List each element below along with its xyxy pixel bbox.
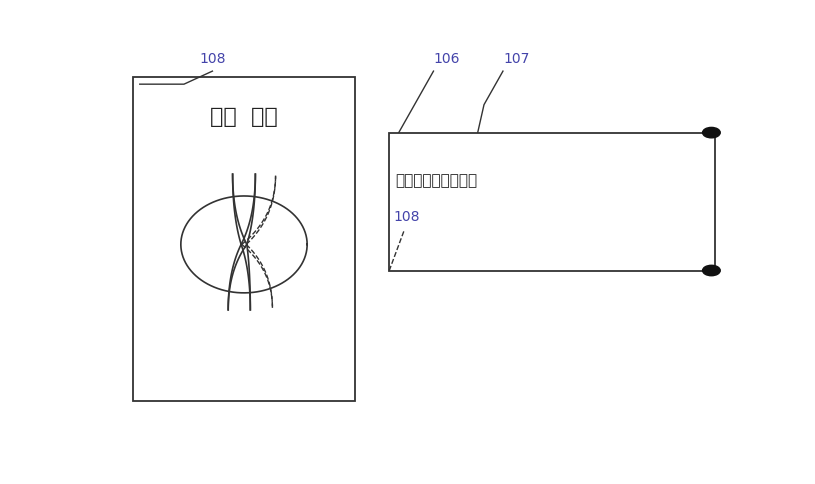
Bar: [390, 133, 715, 271]
Text: 108: 108: [199, 51, 226, 65]
FancyBboxPatch shape: [134, 76, 355, 401]
Circle shape: [703, 265, 720, 276]
Text: 106: 106: [434, 51, 460, 65]
Text: 108: 108: [394, 210, 421, 224]
Text: 107: 107: [503, 51, 529, 65]
Text: 与控制电机电源连接: 与控制电机电源连接: [395, 174, 478, 189]
Text: 休息  工作: 休息 工作: [210, 106, 278, 126]
Circle shape: [703, 127, 720, 138]
